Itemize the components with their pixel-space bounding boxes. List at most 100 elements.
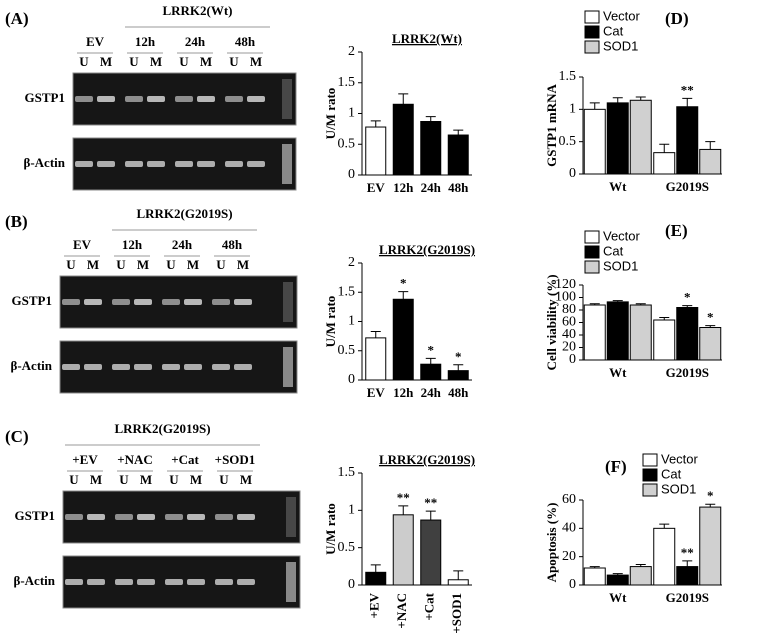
lane-letter: U	[129, 54, 139, 69]
lane-letter: M	[140, 472, 152, 487]
gel-band	[125, 96, 143, 102]
bar	[629, 304, 652, 361]
lane-label: +EV	[72, 452, 98, 467]
lane-label: 12h	[122, 237, 143, 252]
error-bar	[425, 510, 436, 521]
gel-band	[184, 364, 202, 370]
y-tick-label: 0	[569, 577, 576, 592]
y-tick-label: 40	[562, 327, 576, 342]
panel-label: (D)	[665, 9, 689, 28]
gel-band	[134, 364, 152, 370]
gel-band	[125, 161, 143, 167]
y-tick-label: 60	[562, 492, 576, 507]
gel-band	[165, 514, 183, 520]
lane-label: +NAC	[117, 452, 153, 467]
x-tick-label: 12h	[393, 180, 414, 195]
lane-label: 48h	[222, 237, 243, 252]
gel-band	[97, 161, 115, 167]
error-bar	[682, 560, 693, 567]
x-tick-label: EV	[367, 180, 386, 195]
lane-letter: M	[150, 54, 162, 69]
annotation: **	[424, 495, 437, 510]
row-label: β-Actin	[23, 155, 65, 170]
error-bar	[659, 523, 670, 529]
legend-label: Cat	[661, 466, 682, 481]
bar	[699, 148, 722, 175]
y-tick-label: 1	[348, 314, 355, 329]
y-tick-label: 20	[562, 549, 576, 564]
x-tick-label: 48h	[448, 180, 469, 195]
y-tick-label: 0.5	[338, 136, 356, 151]
gel-band	[134, 299, 152, 305]
gel-band	[115, 514, 133, 520]
annotation: **	[681, 545, 694, 560]
y-tick-label: 0.5	[338, 540, 356, 555]
error-bar	[398, 291, 409, 300]
error-bar	[589, 303, 600, 305]
y-axis-label: U/M rato	[323, 296, 338, 348]
annotation: *	[684, 290, 691, 305]
gel-band	[84, 364, 102, 370]
bar	[676, 106, 699, 175]
gel-band	[162, 364, 180, 370]
lane-letter: M	[137, 257, 149, 272]
x-tick-label: 24h	[421, 180, 442, 195]
legend-swatch	[642, 453, 658, 467]
lane-letter: U	[79, 54, 89, 69]
bar	[653, 152, 676, 175]
row-label: β-Actin	[13, 573, 55, 588]
bar	[583, 304, 606, 361]
gel-band	[115, 579, 133, 585]
gel-band	[112, 299, 130, 305]
lane-label: +SOD1	[215, 452, 256, 467]
group-header: LRRK2(Wt)	[162, 3, 232, 18]
x-tick-label: Wt	[609, 590, 627, 605]
gel-band	[162, 299, 180, 305]
error-bar	[370, 120, 381, 128]
bar	[653, 527, 676, 586]
legend-label: SOD1	[603, 38, 638, 53]
error-bar	[398, 505, 409, 515]
lane-label: EV	[73, 237, 92, 252]
x-tick-label: G2019S	[666, 179, 709, 194]
x-tick-label: 24h	[421, 385, 442, 400]
lane-letter: M	[240, 472, 252, 487]
bar	[629, 566, 652, 586]
y-tick-label: 0.5	[559, 134, 577, 149]
annotation: **	[681, 82, 694, 97]
annotation: **	[397, 490, 410, 505]
lane-letter: U	[219, 472, 229, 487]
x-tick-label: +SOD1	[449, 593, 464, 634]
legend-swatch	[584, 245, 600, 259]
bar	[629, 99, 652, 175]
chart-title: LRRK2(G2019S)	[379, 452, 475, 467]
row-label: β-Actin	[10, 358, 52, 373]
gel-band	[75, 96, 93, 102]
bar	[606, 574, 629, 586]
gel-band	[147, 161, 165, 167]
legend-label: Vector	[661, 451, 699, 466]
y-tick-label: 20	[562, 340, 576, 355]
legend-label: SOD1	[603, 258, 638, 273]
panel-label: (B)	[5, 212, 28, 231]
error-bar	[682, 97, 693, 107]
lane-letter: M	[87, 257, 99, 272]
bar	[365, 126, 387, 176]
y-tick-label: 100	[555, 290, 576, 305]
error-bar	[612, 97, 623, 103]
gel-band	[187, 579, 205, 585]
error-bar	[635, 96, 646, 101]
lane-letter: U	[166, 257, 176, 272]
x-tick-label: Wt	[609, 179, 627, 194]
x-tick-label: +EV	[367, 592, 382, 618]
error-bar	[425, 116, 436, 122]
y-tick-label: 2	[348, 255, 355, 270]
panel-label: (C)	[5, 427, 29, 446]
lane-label: EV	[86, 34, 105, 49]
lane-letter: M	[190, 472, 202, 487]
lane-letter: U	[66, 257, 76, 272]
gel-band	[137, 579, 155, 585]
y-axis-label: Cell viability (%)	[544, 274, 559, 370]
ladder	[283, 282, 293, 322]
error-bar	[453, 364, 464, 371]
